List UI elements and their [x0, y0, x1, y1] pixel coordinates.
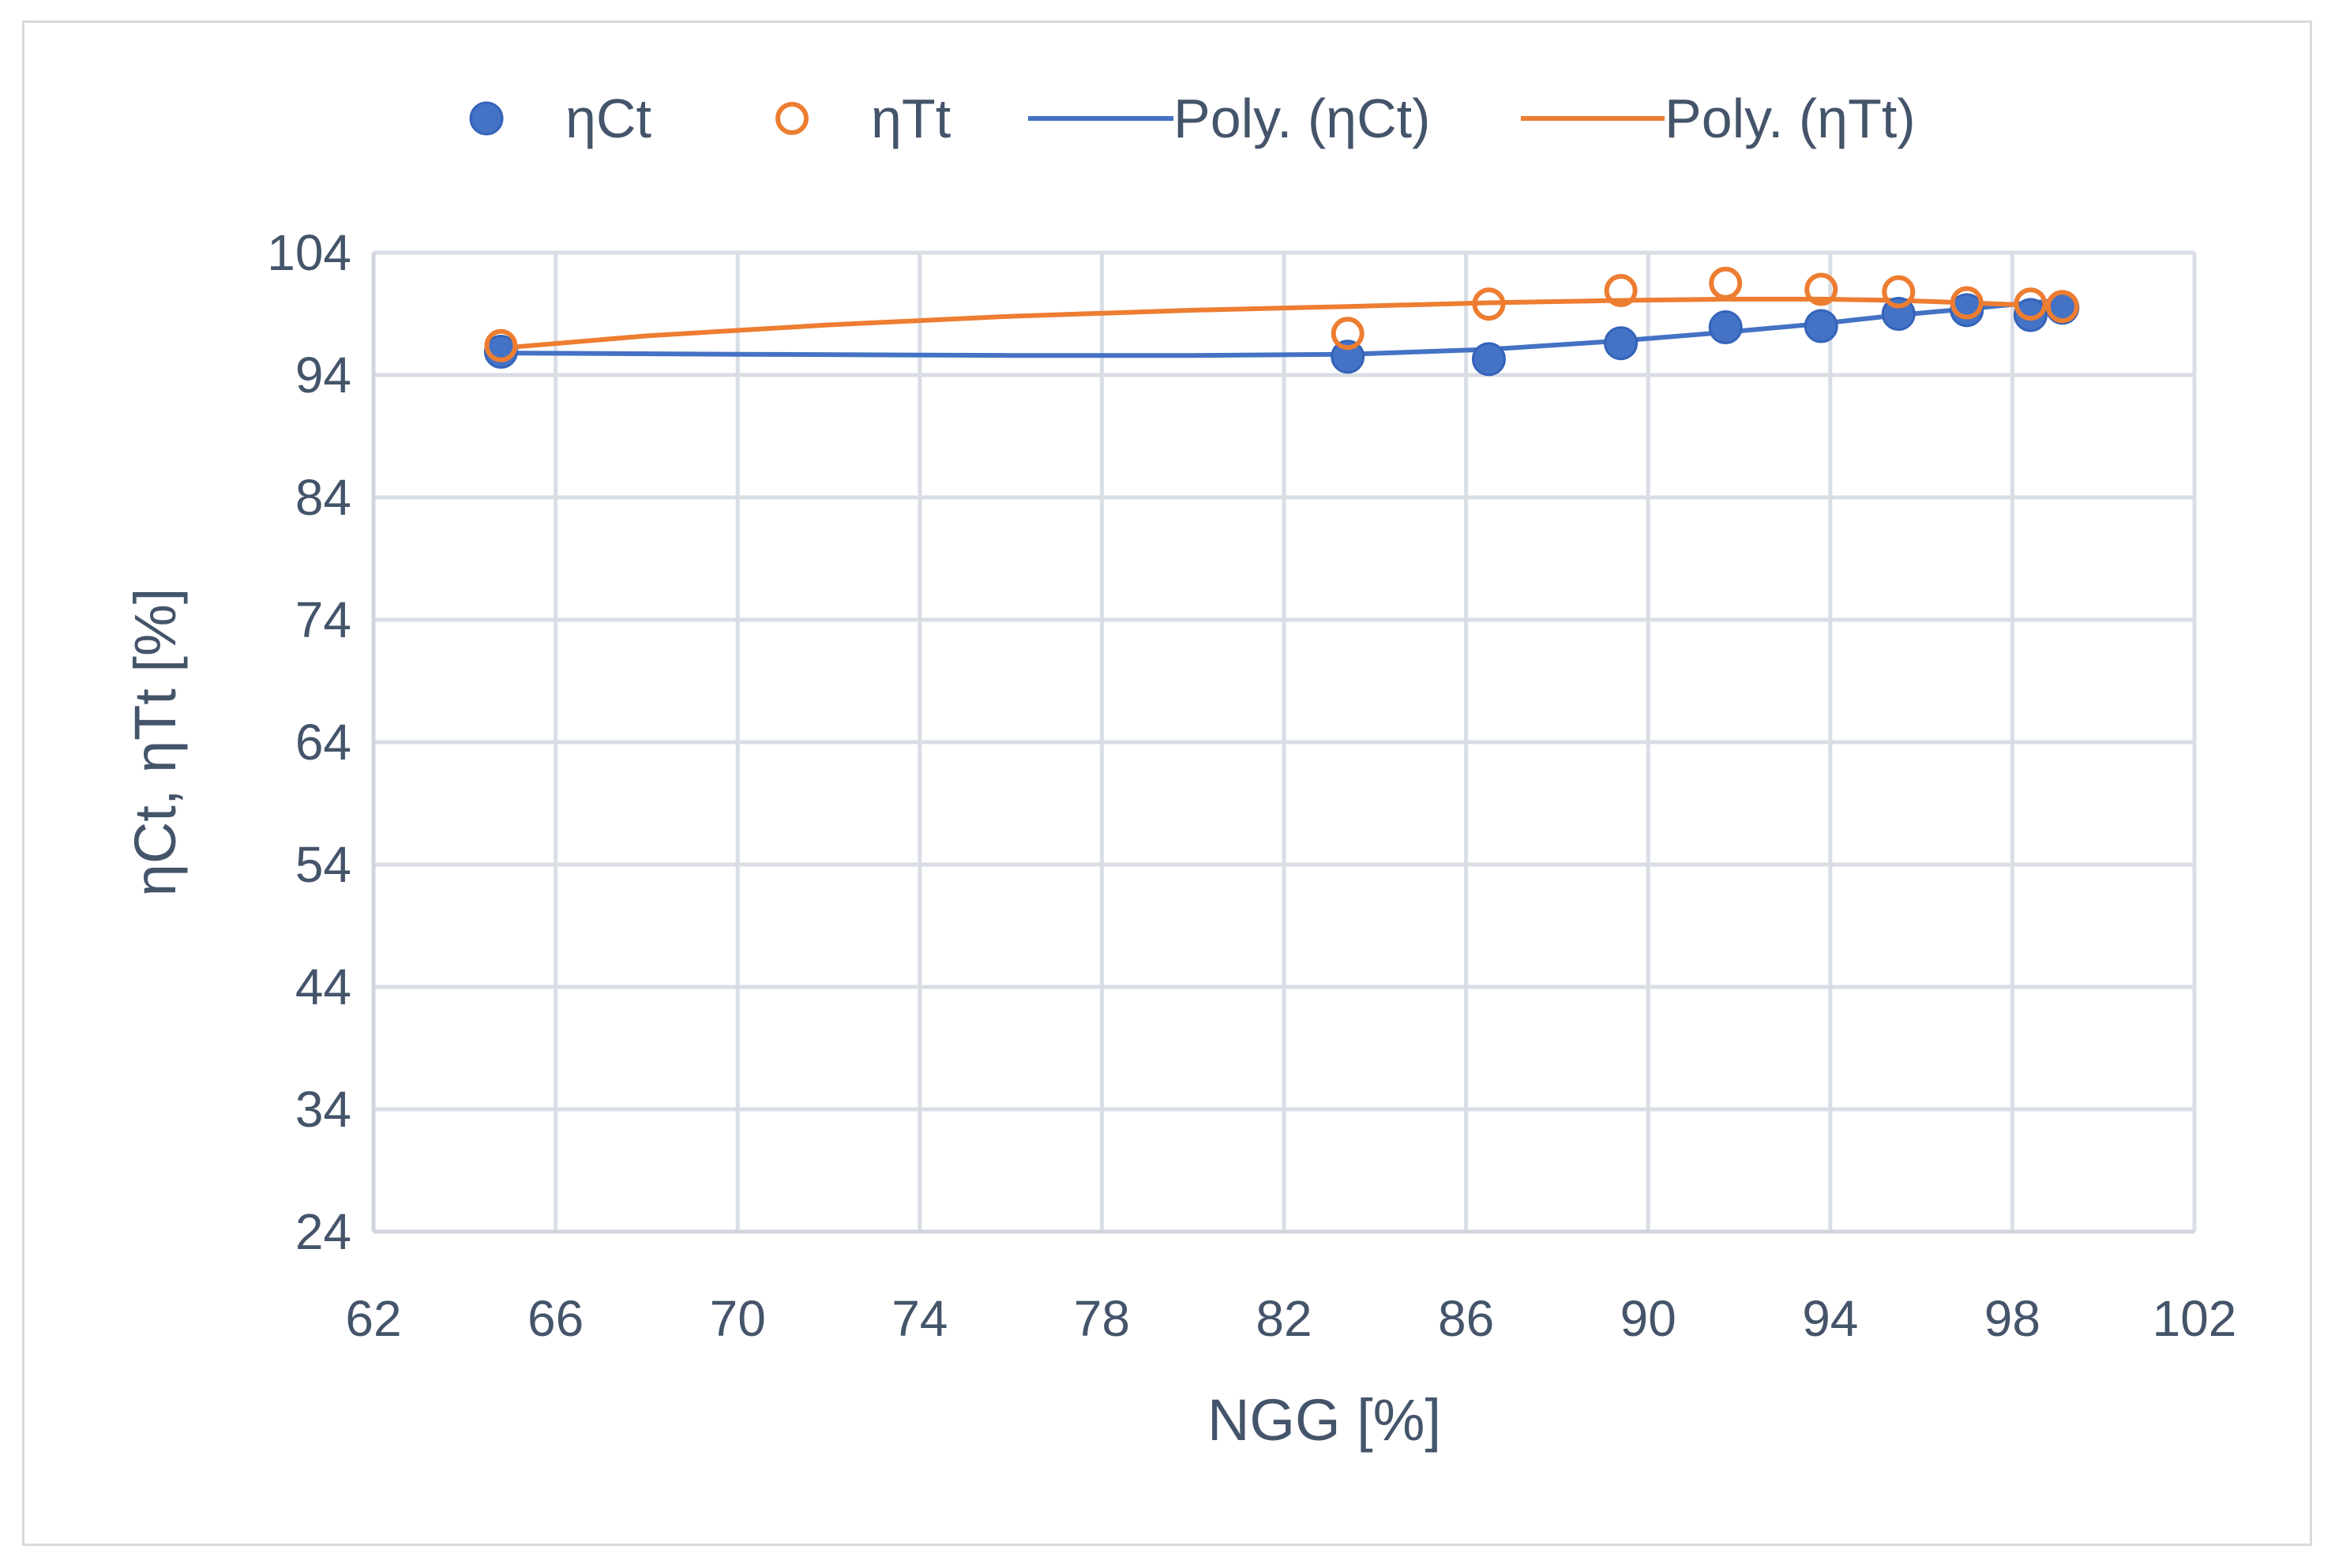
y-tick-label: 24 — [295, 1203, 351, 1260]
y-tick-label: 104 — [267, 224, 351, 281]
x-tick-label: 82 — [1256, 1290, 1312, 1347]
data-point — [1708, 310, 1743, 345]
data-point — [1950, 286, 1984, 320]
data-point — [1950, 293, 1984, 328]
legend: ηCt ηTt Poly. (ηCt) Poly. (ηTt) — [469, 88, 1916, 149]
data-point — [1471, 342, 1506, 377]
data-point — [2013, 298, 2048, 332]
data-points — [483, 266, 2080, 377]
x-tick-label: 86 — [1438, 1290, 1494, 1347]
y-tick-label: 34 — [295, 1081, 351, 1138]
gridlines — [374, 250, 2197, 1232]
data-point — [1604, 274, 1638, 308]
y-tick-label: 74 — [295, 591, 351, 648]
data-point — [1804, 309, 1838, 343]
x-tick-label: 94 — [1802, 1290, 1858, 1347]
legend-label: ηCt — [565, 88, 651, 149]
data-point — [1331, 339, 1365, 374]
data-point — [2014, 287, 2048, 321]
data-point — [2045, 290, 2079, 324]
data-point — [1709, 266, 1743, 300]
y-tick-label: 54 — [295, 836, 351, 893]
x-tick-label: 98 — [1984, 1290, 2040, 1347]
legend-label: Poly. (ηCt) — [1173, 88, 1430, 149]
x-tick-label: 90 — [1620, 1290, 1676, 1347]
x-tick-label: 74 — [892, 1290, 948, 1347]
legend-label: ηTt — [871, 88, 951, 149]
data-point — [1804, 272, 1838, 306]
x-tick-label: 78 — [1074, 1290, 1130, 1347]
legend-marker — [469, 101, 504, 136]
data-point — [484, 328, 518, 362]
y-axis-label: ηCt, ηTt [%] — [122, 588, 188, 897]
legend-label: Poly. (ηTt) — [1665, 88, 1916, 149]
data-point — [1472, 287, 1506, 321]
legend-marker — [775, 102, 809, 135]
y-tick-label: 84 — [295, 469, 351, 526]
x-tick-labels: 62 66 70 74 78 82 86 90 94 98 102 — [345, 1290, 2236, 1347]
x-tick-label: 102 — [2153, 1290, 2237, 1347]
x-tick-label: 62 — [345, 1290, 401, 1347]
chart-frame — [22, 21, 2312, 1546]
x-axis-label: NGG [%] — [1207, 1387, 1441, 1453]
x-tick-label: 70 — [710, 1290, 766, 1347]
y-tick-labels: 24 34 44 54 64 74 84 94 104 — [267, 224, 351, 1260]
y-tick-label: 44 — [295, 958, 351, 1015]
data-point — [1882, 275, 1916, 309]
x-tick-label: 66 — [527, 1290, 584, 1347]
y-tick-label: 94 — [295, 347, 351, 403]
data-point — [1331, 317, 1365, 351]
y-tick-label: 64 — [295, 714, 351, 771]
data-point — [1604, 326, 1639, 361]
axes — [371, 253, 2194, 1234]
